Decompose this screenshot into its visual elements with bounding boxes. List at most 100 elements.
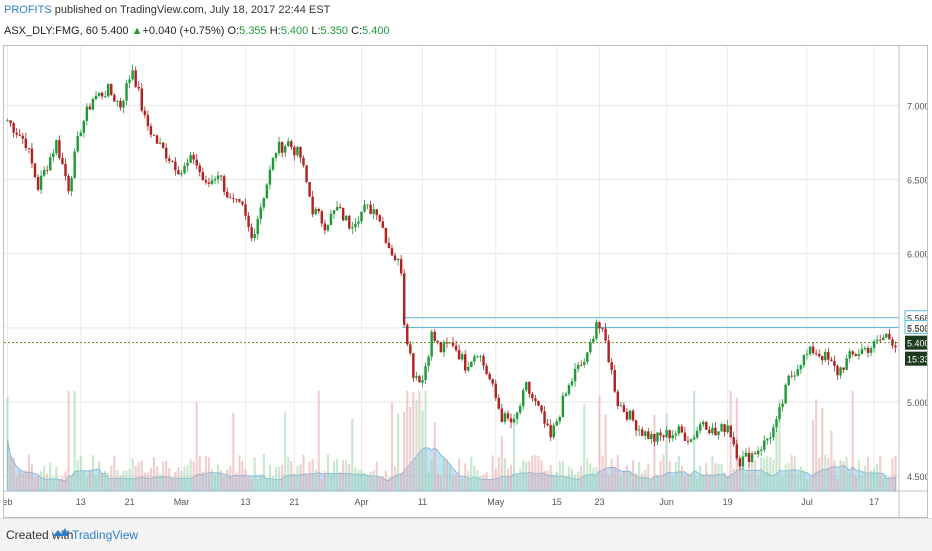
volume-bar	[747, 468, 751, 491]
volume-bar	[278, 466, 281, 491]
candle-body	[332, 210, 336, 214]
candle-body	[387, 242, 391, 249]
candle-body	[195, 159, 198, 166]
candle-body	[399, 259, 403, 274]
candle-body	[146, 115, 150, 127]
candle-body	[518, 406, 522, 413]
volume-bar	[387, 477, 391, 491]
volume-bar	[30, 463, 34, 491]
candle-body	[158, 142, 162, 144]
volume-bar	[732, 468, 735, 491]
candle-body	[207, 182, 211, 184]
volume-bar	[607, 475, 610, 491]
candle-body	[473, 356, 476, 362]
candle-body	[653, 434, 656, 442]
chart-area[interactable]: 5.5685.503 4.500 5.000 5.500 6.000 6.500 7.000…	[3, 45, 931, 518]
candle-body	[680, 426, 684, 433]
candle-body	[671, 435, 674, 439]
candle-body	[634, 420, 638, 431]
candle-body	[15, 132, 18, 135]
high-value: 5.400	[280, 25, 309, 37]
candle-body	[396, 259, 400, 261]
volume-bar	[265, 478, 268, 491]
symbol-name[interactable]: ASX_DLY:FMG, 60	[4, 25, 98, 37]
volume-bar	[775, 430, 778, 491]
volume-bar	[418, 391, 421, 491]
candle-body	[363, 204, 366, 212]
candle-body	[402, 273, 406, 325]
volume-bar	[415, 400, 418, 491]
volume-bar	[326, 454, 329, 491]
candle-body	[27, 148, 31, 149]
candle-body	[759, 449, 763, 451]
candle-body	[686, 440, 690, 442]
volume-bar	[296, 466, 299, 491]
candle-body	[329, 213, 333, 225]
candle-body	[564, 393, 568, 396]
volume-bar	[778, 399, 781, 491]
candle-body	[247, 215, 250, 228]
candle-body	[839, 367, 842, 376]
symbol-legend: ASX_DLY:FMG, 60 5.400 ▲+0.040 (+0.75%) O…	[4, 25, 390, 37]
volume-bar	[461, 478, 464, 491]
close-value: 5.400	[362, 25, 390, 37]
candle-body	[650, 434, 653, 439]
candle-body	[55, 140, 58, 154]
volume-bar	[833, 460, 836, 491]
volume-bar	[119, 475, 122, 491]
candle-body	[268, 169, 272, 185]
volume-bar	[49, 462, 52, 491]
candle-body	[787, 375, 790, 385]
y-tick-label: 5.500	[907, 324, 927, 334]
volume-bar	[757, 478, 760, 491]
volume-bar	[873, 468, 876, 491]
candle-body	[271, 157, 275, 170]
candle-body	[790, 375, 793, 377]
volume-bar	[793, 456, 796, 491]
candle-body	[875, 339, 879, 342]
volume-bar	[12, 457, 15, 491]
candle-body	[857, 354, 861, 357]
tradingview-link[interactable]: TradingView	[72, 528, 139, 542]
candle-body	[878, 339, 882, 341]
candle-body	[845, 358, 848, 370]
volume-bar	[476, 470, 479, 491]
volume-bar	[589, 463, 592, 491]
volume-bar	[808, 477, 812, 491]
candle-body	[64, 163, 67, 176]
volume-bar	[284, 411, 287, 491]
footer: Created with TradingView	[0, 518, 932, 551]
volume-bar	[79, 456, 82, 491]
volume-bar	[686, 473, 690, 491]
volume-bar	[18, 470, 21, 491]
candle-body	[534, 398, 537, 402]
candle-body	[296, 146, 299, 156]
author-link[interactable]: PROFITS	[4, 4, 52, 16]
volume-bar	[531, 455, 534, 491]
volume-bar	[455, 474, 458, 491]
volume-bar	[546, 470, 549, 491]
x-tick-label: 13	[76, 497, 86, 507]
candle-body	[540, 405, 543, 412]
volume-bar	[561, 460, 564, 491]
volume-bar	[61, 476, 64, 491]
candle-body	[814, 353, 818, 354]
y-tick-label: 5.000	[907, 398, 927, 408]
price-chart[interactable]: 5.5685.503 4.500 5.000 5.500 6.000 6.500 7.000…	[3, 46, 931, 517]
volume-bar	[598, 395, 601, 491]
candle-body	[592, 338, 595, 343]
candle-body	[213, 178, 217, 181]
candle-body	[415, 376, 418, 378]
volume-bar	[137, 462, 140, 491]
candle-body	[283, 146, 287, 153]
candle-body	[110, 84, 113, 95]
candle-body	[128, 79, 131, 84]
candle-body	[613, 369, 616, 392]
candle-body	[107, 84, 110, 97]
candle-body	[226, 191, 229, 198]
volume-bar	[729, 391, 732, 491]
volume-bar	[305, 473, 308, 491]
volume-bar	[195, 401, 198, 491]
candle-body	[445, 342, 449, 344]
candle-body	[326, 224, 330, 231]
